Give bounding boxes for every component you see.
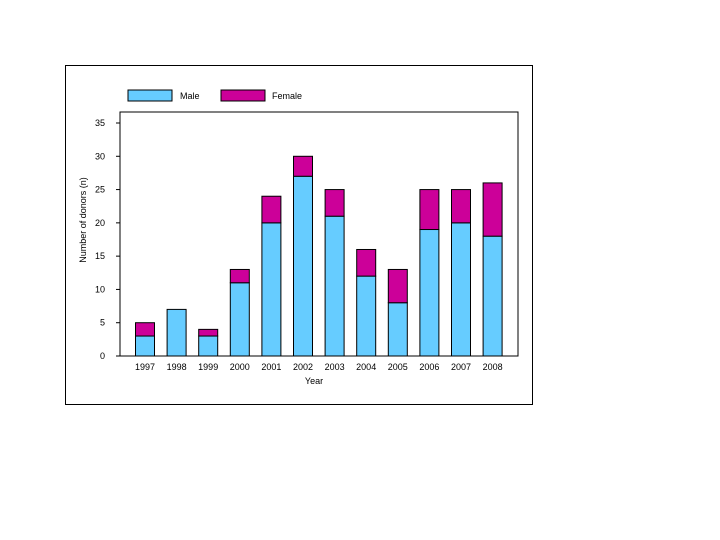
y-tick-label: 15 [95,251,105,261]
bar-male-1999 [198,335,219,357]
x-tick-label: 2008 [483,362,503,372]
bar-male-2008 [482,235,503,357]
x-tick-label: 2001 [261,362,281,372]
y-tick-label: 5 [100,318,105,328]
bar-male-2002 [293,175,313,357]
bar-female-2005 [387,268,408,304]
x-tick-label: 1997 [135,362,155,372]
bar-female-2008 [482,182,503,237]
y-tick-label: 20 [95,218,105,228]
legend-label-female: Female [272,91,302,101]
bar-male-2005 [387,302,408,357]
bar-male-1998 [166,308,187,357]
y-tick-label: 30 [95,151,105,161]
x-tick-label: 2004 [356,362,376,372]
bar-female-2006 [419,189,440,231]
x-tick-label: 2005 [388,362,408,372]
legend-swatch-male [127,89,173,102]
x-tick-label: 2007 [451,362,471,372]
y-tick-label: 10 [95,284,105,294]
y-tick-label: 25 [95,185,105,195]
bar-female-1999 [198,328,219,337]
bar-male-2007 [451,222,471,357]
y-axis: 0 5 10 15 20 25 30 35 [95,118,121,361]
y-axis-title: Number of donors (n) [78,177,88,263]
bars [135,155,503,357]
bar-male-2006 [419,229,440,357]
bar-female-2003 [324,189,345,217]
bar-male-2003 [324,215,345,357]
bar-female-2002 [293,155,313,177]
y-tick-label: 35 [95,118,105,128]
y-tick-label: 0 [100,351,105,361]
x-tick-label: 2003 [325,362,345,372]
x-tick-label: 2002 [293,362,313,372]
x-tick-label: 2000 [230,362,250,372]
legend-label-male: Male [180,91,200,101]
legend-swatch-female [220,89,266,102]
bar-female-2000 [229,268,250,284]
x-axis-title: Year [305,376,323,386]
x-tick-label: 2006 [419,362,439,372]
bar-female-1997 [135,322,155,337]
x-tick-label: 1999 [198,362,218,372]
bar-female-2001 [261,195,282,224]
bar-male-2000 [229,282,250,357]
bar-male-2004 [356,275,377,357]
bar-male-2001 [261,222,282,357]
legend: Male Female [127,89,302,102]
bar-female-2007 [451,189,471,224]
x-axis: 1997 1998 1999 2000 2001 2002 2003 2004 2005 2006… [120,355,518,372]
x-tick-label: 1998 [167,362,187,372]
bar-female-2004 [356,248,377,277]
bar-male-1997 [135,335,155,357]
